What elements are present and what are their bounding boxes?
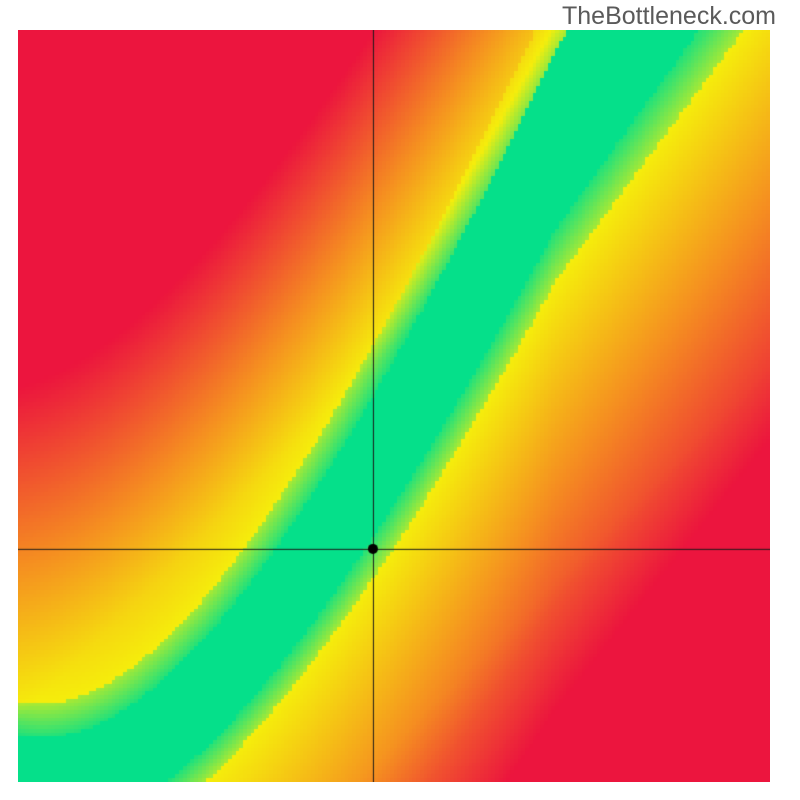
chart-container: TheBottleneck.com: [0, 0, 800, 800]
bottleneck-heatmap: [18, 30, 770, 782]
watermark-text: TheBottleneck.com: [562, 2, 776, 31]
